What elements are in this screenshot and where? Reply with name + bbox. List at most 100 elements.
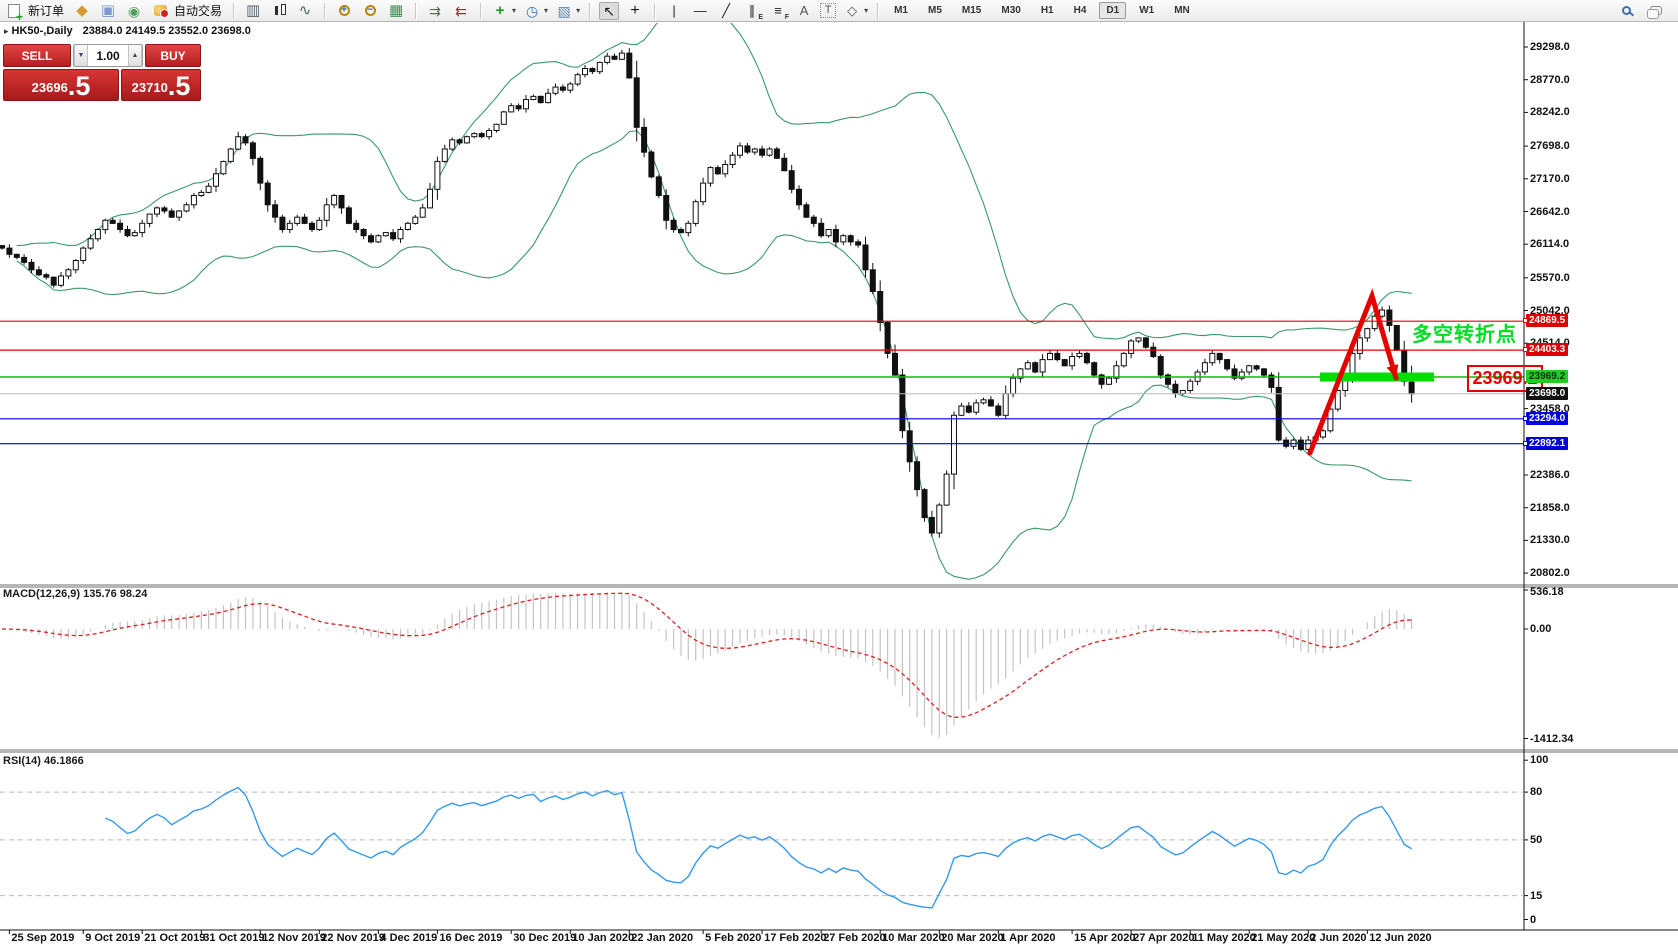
trendline-icon[interactable]: ╱ <box>722 3 730 18</box>
timeframe-m1[interactable]: M1 <box>894 5 908 16</box>
price-level-label: 22892.1 <box>1526 436 1569 450</box>
crosshair-icon[interactable]: + <box>630 1 640 19</box>
rsi-tick: 80 <box>1530 786 1543 799</box>
horizontal-line-icon[interactable]: — <box>693 3 707 18</box>
timeframe-mn[interactable]: MN <box>1174 5 1190 16</box>
price-tick: 21858.0 <box>1530 501 1570 514</box>
candlesticks <box>0 52 1415 534</box>
arrows-icon[interactable]: ◇ <box>847 3 858 18</box>
price-tick: 29298.0 <box>1530 41 1570 53</box>
bollinger-upper-band <box>16 23 1412 340</box>
turning-point-annotation[interactable]: 多空转折点 <box>1412 324 1517 346</box>
trend-arrow[interactable] <box>1307 288 1399 456</box>
toolbar-separator <box>233 2 235 19</box>
macd-tick: 0.00 <box>1530 623 1552 635</box>
price-tick: 23458.0 <box>1530 402 1570 415</box>
date-tick-label: 17 Feb 2020 <box>764 932 827 944</box>
rsi-tick: 15 <box>1530 889 1543 902</box>
new-order-label[interactable]: 新订单 <box>28 4 65 18</box>
chart-shift-icon[interactable]: ⇇ <box>455 2 467 19</box>
rsi-label: RSI(14) 46.1866 <box>3 755 84 767</box>
line-handle[interactable] <box>1523 415 1528 421</box>
date-tick-label: 27 Apr 2020 <box>1133 932 1195 944</box>
timeframe-m30[interactable]: M30 <box>1001 5 1021 16</box>
dropdown-arrow-icon[interactable]: ▾ <box>512 6 517 15</box>
sell-price[interactable]: 23696.5 <box>3 69 119 101</box>
templates-icon[interactable]: ▧ <box>557 2 571 19</box>
date-tick-label: 22 Nov 2019 <box>321 932 385 944</box>
price-tick: 25570.0 <box>1530 271 1570 284</box>
vertical-line-icon[interactable]: | <box>672 3 676 18</box>
timeframe-d1[interactable]: D1 <box>1099 2 1127 19</box>
volume-input[interactable]: 1.00 <box>96 48 120 63</box>
buy-price-pips: .5 <box>167 71 191 101</box>
dropdown-arrow-icon[interactable]: ▾ <box>544 6 549 15</box>
autotrading-label[interactable]: 自动交易 <box>174 4 223 18</box>
price-tick: 27170.0 <box>1530 172 1570 185</box>
buy-price[interactable]: 23710.5 <box>121 69 201 101</box>
rsi-tick: 0 <box>1530 913 1537 926</box>
equidistant-channel-icon[interactable]: ∥ E <box>748 3 764 21</box>
signals-icon[interactable]: ◉ <box>127 2 141 19</box>
timeframe-w1[interactable]: W1 <box>1139 5 1155 16</box>
search-icon[interactable] <box>1616 2 1636 20</box>
candlestick-chart-icon[interactable] <box>269 2 289 20</box>
timeframe-h4[interactable]: H4 <box>1073 5 1087 16</box>
date-tick-label: 22 Jan 2020 <box>631 932 694 944</box>
zoom-in-icon[interactable] <box>334 2 354 20</box>
zoom-out-icon[interactable] <box>360 2 380 20</box>
bar-chart-icon[interactable]: ▥ <box>245 2 261 19</box>
buy-button[interactable]: BUY <box>145 44 201 67</box>
new-order-icon[interactable] <box>4 2 24 23</box>
trend-arrowhead <box>1386 364 1399 378</box>
highlighter-icon[interactable]: ◆ <box>76 2 88 19</box>
expert-advisors-icon[interactable]: ▣ <box>100 2 116 19</box>
line-handle[interactable] <box>1523 318 1528 324</box>
timeframe-h1[interactable]: H1 <box>1040 5 1054 16</box>
rsi-pane <box>0 786 1524 909</box>
indicators-icon[interactable]: + <box>495 2 505 19</box>
volume-up-icon[interactable]: ▲ <box>128 45 142 66</box>
timeframe-m5[interactable]: M5 <box>928 5 942 16</box>
macd-tick: 536.18 <box>1530 586 1564 598</box>
auto-scroll-icon[interactable]: ⇉ <box>429 2 441 19</box>
date-tick-label: 9 Oct 2019 <box>85 932 141 944</box>
price-tick: 26642.0 <box>1530 205 1570 218</box>
price-tick: 21330.0 <box>1530 534 1570 547</box>
rsi-line <box>105 786 1412 909</box>
one-click-trading-panel: SELL ▼ 1.00 ▲ BUY 23696.5 23710.5 <box>3 44 201 101</box>
volume-down-icon[interactable]: ▼ <box>74 45 88 66</box>
chart-ohlc: 23884.0 24149.5 23552.0 23698.0 <box>82 25 251 37</box>
chart-symbol: HK50-,Daily <box>11 25 73 37</box>
line-handle[interactable] <box>1523 440 1528 446</box>
fibonacci-icon[interactable]: ≡ F <box>774 3 790 21</box>
dropdown-arrow-icon[interactable]: ▾ <box>576 6 581 15</box>
price-tick: 22386.0 <box>1530 469 1570 481</box>
periods-icon[interactable]: ◷ <box>525 2 539 19</box>
tile-windows-icon[interactable]: ▦ <box>388 2 404 19</box>
chart-marker-icon: ▸ <box>4 26 9 36</box>
text-icon[interactable]: A <box>799 3 809 18</box>
main-toolbar: 新订单 ◆ ▣ ◉ 自动交易 ▥ ∿ ▦ ⇉ ⇇ + ▾ ◷ ▾ ▧ ▾ ↖ + | — ╱ ∥E ≡F AT ◇ ▾ M1 M5 M1… <box>0 0 1678 23</box>
macd-label: MACD(12,26,9) 135.76 98.24 <box>3 588 148 600</box>
timeframe-m15[interactable]: M15 <box>961 5 982 16</box>
autotrading-icon[interactable] <box>150 2 170 20</box>
toolbar-separator <box>415 2 417 19</box>
toolbar-separator <box>324 2 326 19</box>
text-label-icon[interactable]: T <box>820 3 837 18</box>
volume-stepper[interactable]: ▼ 1.00 ▲ <box>73 44 143 67</box>
sell-button[interactable]: SELL <box>3 44 71 67</box>
price-tick: 26114.0 <box>1530 238 1570 251</box>
date-tick-label: 15 Apr 2020 <box>1074 932 1136 944</box>
dropdown-arrow-icon[interactable]: ▾ <box>864 6 869 15</box>
line-chart-icon[interactable]: ∿ <box>298 2 312 19</box>
cursor-icon[interactable]: ↖ <box>599 1 620 20</box>
price-tick: 20802.0 <box>1530 567 1570 580</box>
support-zone-bar[interactable] <box>1320 372 1434 382</box>
price-tick: 27698.0 <box>1530 140 1570 153</box>
chat-icon[interactable] <box>1646 2 1666 20</box>
date-tick-label: 1 Apr 2020 <box>1000 932 1056 944</box>
line-handle[interactable] <box>1523 347 1528 353</box>
